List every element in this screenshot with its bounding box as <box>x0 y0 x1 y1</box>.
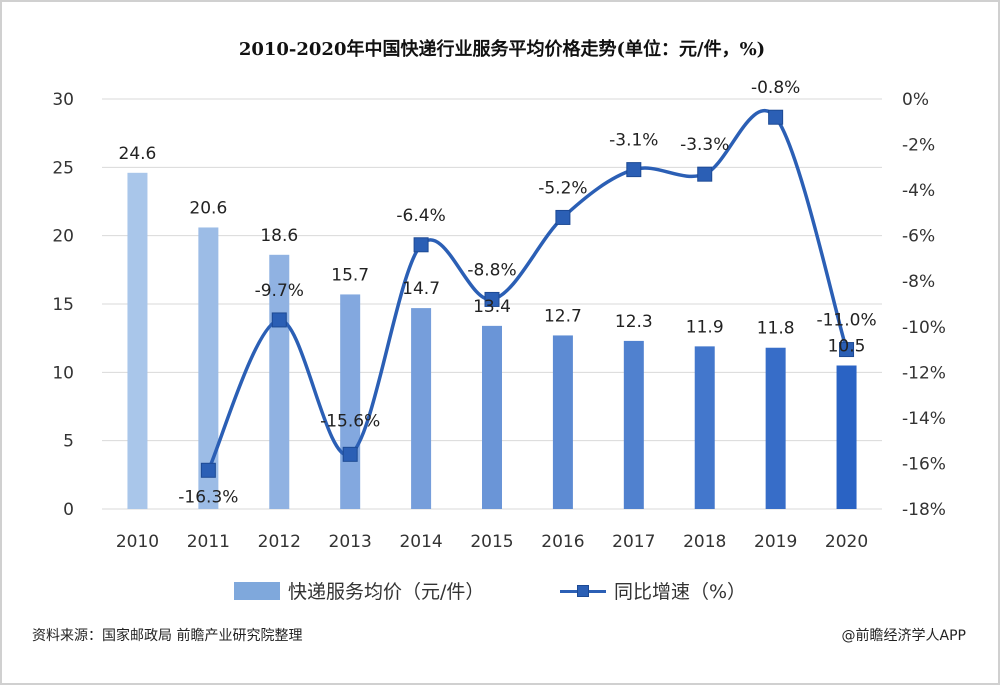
x-tick-label: 2016 <box>541 532 584 552</box>
y-right-tick-label: -10% <box>902 318 946 338</box>
bar-data-label: 11.8 <box>757 319 795 339</box>
bar-2014 <box>411 308 432 509</box>
growth-marker-2019 <box>768 109 784 125</box>
bar-2015 <box>482 325 502 509</box>
line-data-label: -0.8% <box>751 78 800 98</box>
bar-2018 <box>694 346 715 509</box>
bar-2019 <box>765 347 786 509</box>
legend-swatch-line <box>560 582 606 600</box>
x-tick-label: 2018 <box>683 532 726 552</box>
y-left-tick-label: 15 <box>52 295 74 315</box>
x-tick-label: 2015 <box>470 532 513 552</box>
bar-data-label: 10.5 <box>828 337 866 357</box>
y-left-tick-label: 10 <box>52 363 74 383</box>
growth-marker-2020 <box>839 342 855 358</box>
growth-marker-2013 <box>342 446 358 462</box>
growth-marker-2011 <box>200 462 216 478</box>
y-left-tick-label: 0 <box>63 500 74 520</box>
bar-data-label: 20.6 <box>189 198 227 218</box>
bar-2011 <box>198 227 219 509</box>
line-data-label: -3.3% <box>680 135 729 155</box>
legend-label-price: 快递服务均价（元/件） <box>288 581 485 603</box>
bar-data-label: 15.7 <box>331 265 369 285</box>
line-data-label: -5.2% <box>538 178 587 198</box>
line-data-label: -16.3% <box>178 487 238 507</box>
line-data-label: -9.7% <box>255 281 304 301</box>
growth-marker-2018 <box>697 166 713 182</box>
x-tick-label: 2013 <box>329 532 372 552</box>
x-tick-label: 2011 <box>187 532 230 552</box>
y-left-tick-label: 5 <box>63 432 74 452</box>
legend-item-growth: 同比增速（%） <box>560 577 746 604</box>
y-left-tick-label: 20 <box>52 227 74 247</box>
bar-2010 <box>127 172 148 510</box>
line-data-label: -11.0% <box>816 311 876 331</box>
line-data-label: -15.6% <box>320 411 380 431</box>
y-right-tick-label: -14% <box>902 409 946 429</box>
x-tick-label: 2019 <box>754 532 797 552</box>
bar-data-label: 12.3 <box>615 312 653 332</box>
y-right-tick-label: -4% <box>902 181 935 201</box>
bar-data-label: 12.7 <box>544 306 582 326</box>
chart-legend: 快递服务均价（元/件） 同比增速（%） <box>2 577 1000 604</box>
x-tick-label: 2017 <box>612 532 655 552</box>
growth-marker-2017 <box>626 162 642 178</box>
y-right-tick-label: -8% <box>902 272 935 292</box>
growth-line <box>206 108 849 472</box>
y-left-tick-label: 30 <box>52 90 74 110</box>
bar-2013 <box>340 294 361 509</box>
bar-data-label: 24.6 <box>119 144 157 164</box>
bar-2017 <box>623 340 644 509</box>
x-tick-label: 2012 <box>258 532 301 552</box>
bar-data-label: 14.7 <box>402 279 440 299</box>
growth-marker-2012 <box>271 312 287 328</box>
bar-data-label: 18.6 <box>260 226 298 246</box>
legend-label-growth: 同比增速（%） <box>614 581 747 603</box>
y-right-tick-label: -18% <box>902 500 946 520</box>
x-tick-label: 2010 <box>116 532 159 552</box>
legend-item-price: 快递服务均价（元/件） <box>234 577 484 604</box>
line-data-label: -6.4% <box>396 206 445 226</box>
bar-2016 <box>552 335 573 509</box>
y-right-tick-label: -16% <box>902 454 946 474</box>
line-data-label: -3.1% <box>609 131 658 151</box>
bar-data-label: 13.4 <box>473 297 511 317</box>
bar-data-label: 11.9 <box>686 317 724 337</box>
growth-marker-2016 <box>555 209 571 225</box>
source-note: 资料来源：国家邮政局 前瞻产业研究院整理 <box>32 628 303 644</box>
y-left-tick-label: 25 <box>52 158 74 178</box>
y-right-tick-label: -2% <box>902 136 935 156</box>
growth-marker-2015 <box>484 291 500 307</box>
y-right-tick-label: -6% <box>902 227 935 247</box>
legend-swatch-bar <box>234 581 280 600</box>
chart-title: 2010-2020年中国快递行业服务平均价格走势(单位：元/件，%) <box>238 39 766 60</box>
growth-marker-2014 <box>413 237 429 253</box>
bar-2020 <box>836 365 857 509</box>
x-tick-label: 2020 <box>825 532 868 552</box>
x-tick-label: 2014 <box>399 532 442 552</box>
line-data-label: -8.8% <box>467 260 516 280</box>
credit-note: @前瞻经济学人APP <box>841 628 966 644</box>
y-right-tick-label: -12% <box>902 363 946 383</box>
y-right-tick-label: 0% <box>902 90 929 110</box>
